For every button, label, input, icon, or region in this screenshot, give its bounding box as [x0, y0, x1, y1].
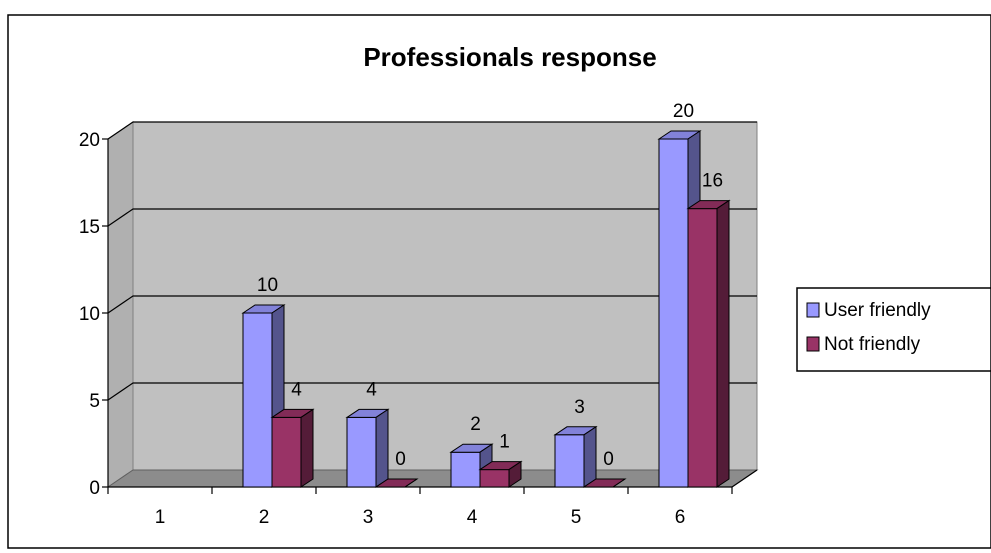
- bar-front: [658, 138, 689, 488]
- data-label: 4: [366, 379, 377, 400]
- x-tick-label: 4: [467, 507, 478, 528]
- bar-not-friendly: [582, 478, 627, 488]
- data-label: 10: [257, 275, 278, 296]
- bar-user-friendly: [553, 425, 598, 488]
- bar-side: [583, 425, 597, 488]
- y-tick-label: 10: [79, 304, 100, 325]
- bar-not-friendly: [270, 408, 315, 488]
- legend-box: [796, 287, 991, 372]
- gridline: [107, 208, 757, 227]
- x-tick-label: 1: [155, 507, 166, 528]
- bar-side: [300, 408, 314, 488]
- bar-front: [554, 434, 585, 488]
- gridline: [107, 121, 757, 140]
- data-label: 20: [673, 101, 694, 122]
- y-tick-label: 5: [89, 391, 100, 412]
- data-label: 0: [603, 449, 614, 470]
- bar-front: [346, 416, 377, 488]
- data-label: 0: [395, 449, 406, 470]
- bar-side: [404, 478, 418, 488]
- bar-not-friendly: [478, 460, 523, 488]
- data-label: 1: [499, 432, 510, 453]
- bar-user-friendly: [345, 408, 390, 488]
- x-tick-label: 3: [363, 507, 374, 528]
- legend-swatch: [806, 302, 820, 318]
- x-axis-depth: [731, 469, 758, 488]
- legend: User friendly Not friendly: [796, 287, 991, 372]
- bar-front: [271, 416, 302, 488]
- bar-side: [508, 460, 522, 488]
- bar-front: [687, 208, 718, 488]
- gridline: [107, 295, 757, 314]
- data-label: 3: [574, 397, 585, 418]
- bar-not-friendly: [686, 199, 731, 488]
- legend-label: Not friendly: [824, 334, 921, 355]
- y-tick-label: 15: [79, 217, 100, 238]
- y-tick-label: 20: [79, 130, 100, 151]
- bar-side: [612, 478, 626, 488]
- data-label: 16: [702, 171, 723, 192]
- data-label: 2: [470, 414, 481, 435]
- bar-front: [479, 469, 510, 488]
- legend-label: User friendly: [824, 300, 931, 321]
- bar-front: [450, 451, 481, 488]
- x-tick-label: 6: [675, 507, 686, 528]
- bar-side: [716, 199, 730, 488]
- gridline: [107, 382, 757, 401]
- chart-title: Professionals response: [363, 42, 656, 72]
- bar-side: [375, 408, 389, 488]
- y-tick-label: 0: [89, 478, 100, 499]
- x-tick-label: 2: [259, 507, 270, 528]
- x-tick-label: 5: [571, 507, 582, 528]
- bar-not-friendly: [374, 478, 419, 488]
- data-label: 4: [291, 379, 302, 400]
- bar-front: [242, 312, 273, 488]
- legend-swatch: [806, 336, 820, 352]
